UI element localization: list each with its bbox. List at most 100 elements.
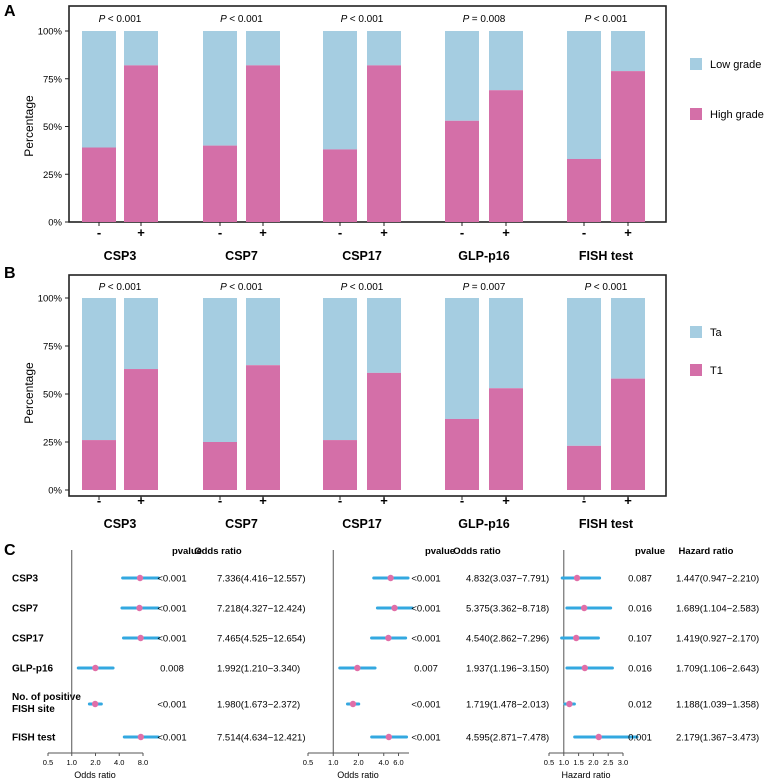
estimate-point: [387, 574, 394, 582]
p-symbol: P: [99, 14, 108, 25]
group-label: CSP17: [342, 249, 382, 263]
x-axis-label: Odds ratio: [337, 770, 379, 780]
row-label: CSP17: [12, 634, 44, 645]
y-tick-label: 0%: [48, 218, 62, 229]
bar-segment-low-grade: [323, 31, 357, 150]
estimate-point: [391, 604, 398, 612]
y-tick-label: 25%: [43, 170, 63, 181]
bar-segment-low-grade: [203, 31, 237, 146]
group-label: CSP7: [225, 249, 258, 263]
legend-label: Low grade: [710, 59, 761, 71]
y-tick-label: 100%: [38, 294, 63, 305]
y-tick-label: 75%: [43, 74, 63, 85]
ratio-ci-cell: 5.375(3.362−8.718): [466, 604, 549, 615]
ratio-ci-cell: 2.179(1.367−3.473): [676, 733, 759, 744]
column-header-ratio: Hazard ratio: [679, 546, 734, 557]
legend-label: Ta: [710, 327, 723, 339]
x-tick-label: 1.0: [67, 758, 77, 767]
estimate-point: [136, 604, 143, 612]
row-label-line: No. of positive: [12, 692, 81, 703]
ratio-ci-cell: 4.595(2.871−7.478): [466, 733, 549, 744]
bar-segment-ta: [489, 298, 523, 389]
group-label: FISH test: [579, 249, 634, 263]
p-value: < 0.001: [229, 14, 263, 25]
row-label: No. of positive FISH site: [12, 692, 81, 715]
p-value: < 0.001: [350, 282, 384, 293]
legend-swatch: [690, 326, 702, 338]
bar-segment-low-grade: [489, 31, 523, 91]
y-axis-label: Percentage: [22, 95, 36, 157]
x-tick-label: -: [97, 493, 101, 508]
row-label: FISH test: [12, 733, 56, 744]
x-tick-label: +: [137, 493, 145, 508]
x-tick-label: 2.0: [353, 758, 363, 767]
x-tick-label: +: [137, 225, 145, 240]
p-value-cell: <0.001: [411, 700, 440, 711]
bar-segment-t1: [367, 372, 401, 490]
p-value: < 0.001: [108, 282, 142, 293]
estimate-point: [354, 664, 361, 672]
x-tick-label: +: [502, 493, 510, 508]
ratio-ci-cell: 7.336(4.416−12.557): [217, 574, 305, 585]
p-value-cell: 0.107: [628, 634, 652, 645]
p-symbol: P: [585, 282, 594, 293]
p-value-label: P < 0.001: [99, 14, 142, 25]
ratio-ci-cell: 1.188(1.039−1.358): [676, 700, 759, 711]
x-tick-label: +: [624, 225, 632, 240]
x-tick-label: -: [97, 225, 101, 240]
estimate-point: [349, 700, 357, 708]
bar-segment-t1: [124, 369, 158, 490]
plot-frame: [68, 274, 667, 497]
x-tick-label: 0.5: [303, 758, 313, 767]
p-symbol: P: [585, 14, 594, 25]
ratio-ci-cell: 1.992(1.210−3.340): [217, 664, 300, 675]
column-header-pvalue: pvalue: [172, 546, 202, 557]
ratio-ci-cell: 1.709(1.106−2.643): [676, 664, 759, 675]
row-label: CSP7: [12, 604, 39, 615]
p-value-cell: 0.007: [414, 664, 438, 675]
group-label: GLP-p16: [458, 517, 509, 531]
estimate-point: [580, 604, 588, 612]
ratio-ci-cell: 7.465(4.525−12.654): [217, 634, 305, 645]
bar-segment-high-grade: [323, 149, 357, 222]
bar-segment-high-grade: [246, 65, 280, 222]
x-tick-label: 6.0: [393, 758, 403, 767]
p-symbol: P: [463, 282, 472, 293]
p-value: < 0.001: [108, 14, 142, 25]
legend-swatch: [690, 364, 702, 376]
estimate-point: [136, 574, 144, 582]
p-value: < 0.001: [594, 282, 628, 293]
bar-segment-t1: [567, 445, 601, 490]
p-value-cell: 0.016: [628, 664, 652, 675]
x-tick-label: 1.0: [328, 758, 338, 767]
bar-segment-ta: [323, 298, 357, 441]
p-value: < 0.001: [229, 282, 263, 293]
ratio-ci-cell: 4.540(2.862−7.296): [466, 634, 549, 645]
ratio-ci-cell: 1.419(0.927−2.170): [676, 634, 759, 645]
bar-segment-low-grade: [124, 31, 158, 66]
ratio-ci-cell: 1.937(1.196−3.150): [466, 664, 549, 675]
panel-label-b: B: [4, 265, 16, 282]
p-value: < 0.001: [350, 14, 384, 25]
x-axis-label: Hazard ratio: [561, 770, 610, 780]
p-value-label: P < 0.001: [341, 282, 384, 293]
estimate-point: [92, 664, 99, 672]
estimate-point: [385, 733, 393, 741]
p-value-cell: 0.008: [160, 664, 184, 675]
group-label: CSP3: [104, 517, 137, 531]
p-value-cell: 0.087: [628, 574, 652, 585]
group-label: CSP17: [342, 517, 382, 531]
p-value-label: P = 0.008: [463, 14, 506, 25]
bar-segment-ta: [611, 298, 645, 379]
y-tick-label: 25%: [43, 438, 63, 449]
p-value-cell: <0.001: [157, 700, 186, 711]
x-tick-label: 1.5: [573, 758, 583, 767]
bar-segment-low-grade: [445, 31, 479, 121]
row-label-line: FISH site: [12, 704, 55, 715]
bar-segment-ta: [567, 298, 601, 446]
x-tick-label: -: [460, 493, 464, 508]
